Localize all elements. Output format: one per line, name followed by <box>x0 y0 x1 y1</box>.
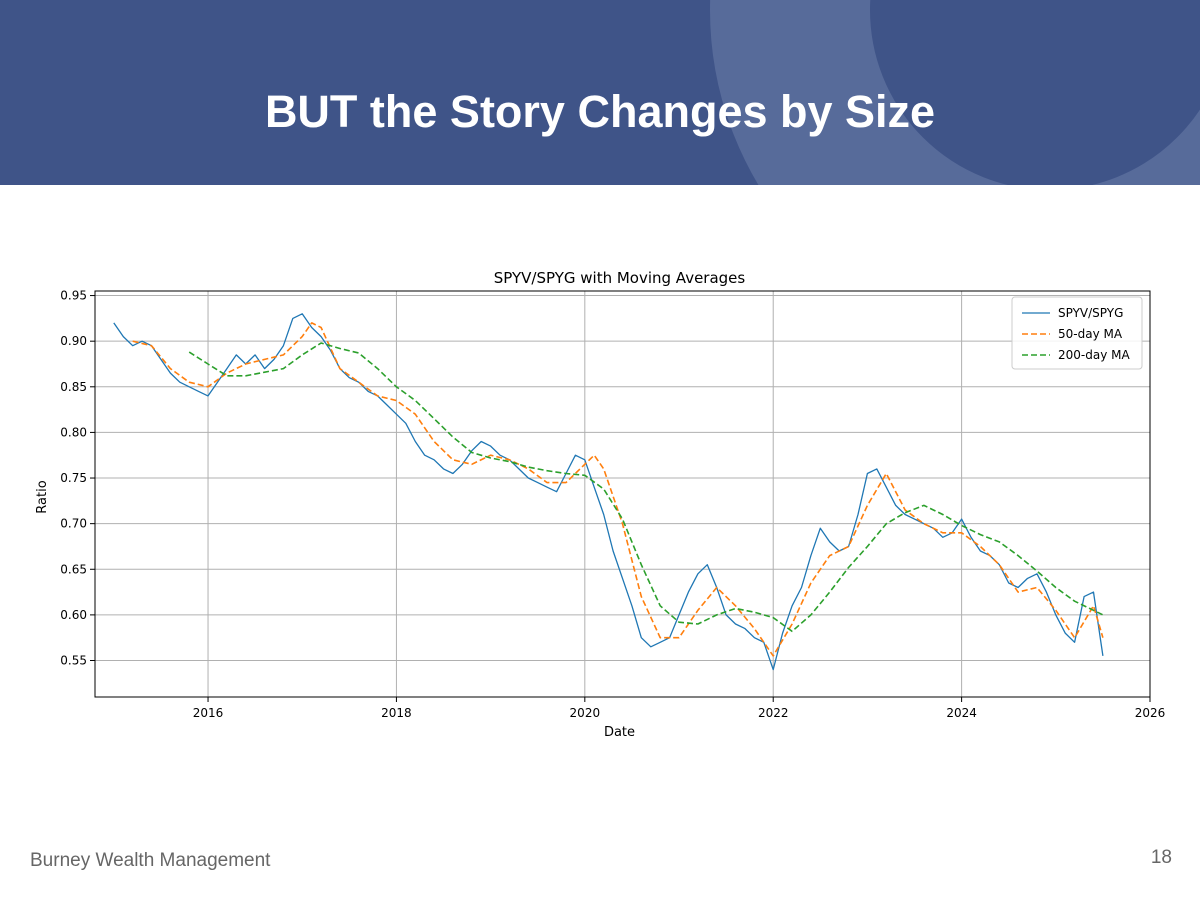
chart: 2016 2018 2020 2022 2024 2026 0.55 0.60 0.65 0.70… <box>35 269 1166 740</box>
y-tick-label: 0.60 <box>60 608 87 622</box>
series-line-200-day-ma <box>188 342 1104 633</box>
y-tick-label: 0.75 <box>60 471 87 485</box>
x-tick-label: 2016 <box>193 706 224 720</box>
legend-label: SPYV/SPYG <box>1058 306 1123 320</box>
legend-box <box>1011 296 1143 370</box>
x-tick-label: 2018 <box>381 706 412 720</box>
page-number: 18 <box>1150 847 1172 868</box>
chart-title: SPYV/SPYG with Moving Averages <box>494 269 746 287</box>
gridlines <box>95 291 1151 697</box>
x-tick-label: 2026 <box>1135 706 1166 720</box>
slide-title: BUT the Story Changes by Size <box>264 86 936 137</box>
y-tick-label: 0.80 <box>60 425 87 439</box>
series-line-spyv-spyg <box>113 313 1104 671</box>
series-line-50-day-ma <box>132 322 1104 657</box>
x-tick-label: 2022 <box>758 706 789 720</box>
y-tick-label: 0.55 <box>60 654 87 668</box>
plot-frame <box>94 290 1151 698</box>
legend-label: 200-day MA <box>1058 348 1130 362</box>
header-decoration-arc <box>710 0 1200 185</box>
x-axis-label: Date <box>604 725 635 740</box>
legend: SPYV/SPYG 50-day MA 200-day MA <box>1011 296 1143 370</box>
legend-label: 50-day MA <box>1058 327 1123 341</box>
y-tick-label: 0.90 <box>60 334 87 348</box>
y-tick-label: 0.65 <box>60 562 87 576</box>
x-tick-label: 2020 <box>570 706 601 720</box>
y-tick-label: 0.95 <box>60 289 87 303</box>
x-tick-label: 2024 <box>946 706 977 720</box>
y-axis-label: Ratio <box>35 480 50 513</box>
y-tick-label: 0.85 <box>60 380 87 394</box>
slide-header: BUT the Story Changes by Size <box>0 0 1200 185</box>
y-tick-label: 0.70 <box>60 517 87 531</box>
footer-company-name: Burney Wealth Management <box>30 850 271 871</box>
